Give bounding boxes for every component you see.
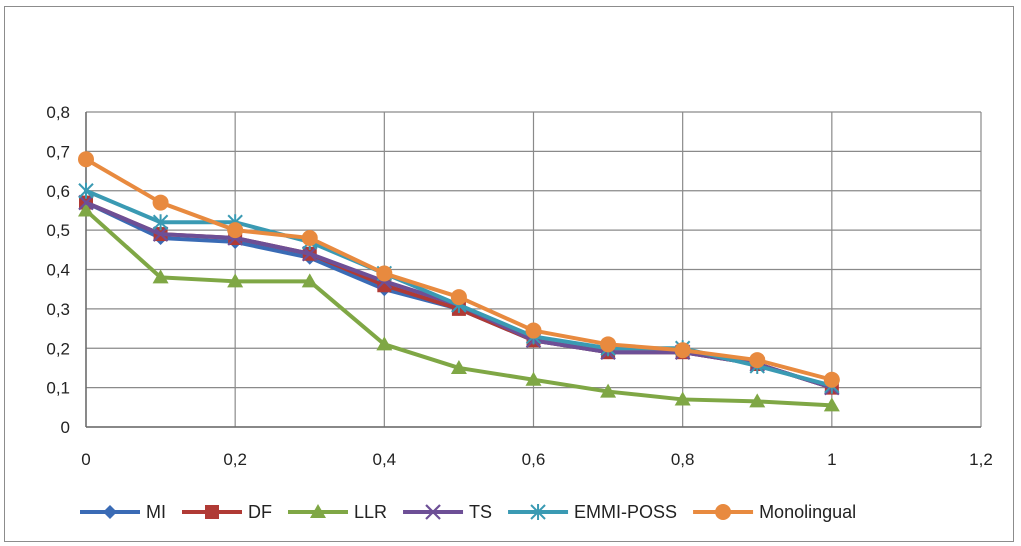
- x-tick-labels: 0 0,2 0,4 0,6 0,8 1 1,2: [81, 450, 993, 469]
- y-tick-label: 0,1: [46, 379, 70, 398]
- data-point-llr: [450, 359, 467, 374]
- data-point-monolingual: [674, 342, 691, 359]
- legend-marker-df: [205, 505, 219, 519]
- data-point-llr: [749, 393, 766, 408]
- y-tick-label: 0,8: [46, 103, 70, 122]
- data-point-monolingual: [749, 352, 766, 369]
- y-tick-label: 0,3: [46, 300, 70, 319]
- data-point-llr: [227, 273, 244, 288]
- y-tick-labels: 0 0,1 0,2 0,3 0,4 0,5 0,6 0,7 0,8: [46, 103, 70, 437]
- legend-item-monolingual: Monolingual: [693, 502, 856, 522]
- legend-marker-mi: [103, 505, 117, 519]
- y-tick-label: 0: [61, 418, 70, 437]
- legend-label: LLR: [354, 502, 387, 522]
- data-point-llr: [600, 383, 617, 398]
- y-tick-label: 0,7: [46, 142, 70, 161]
- x-tick-label: 1: [827, 450, 836, 469]
- data-point-llr: [674, 391, 691, 406]
- data-point-llr: [78, 202, 94, 217]
- legend-label: Monolingual: [759, 502, 856, 522]
- data-point-llr: [376, 336, 393, 351]
- data-point-monolingual: [600, 336, 617, 353]
- series-llr: [78, 202, 840, 412]
- legend: MI DF LLR TS EMMI-POSS Monolingual: [80, 502, 856, 522]
- series-monolingual: [78, 151, 840, 388]
- legend-item-llr: LLR: [288, 502, 387, 522]
- data-point-llr: [301, 273, 318, 288]
- chart-frame: [4, 6, 1014, 542]
- legend-label: DF: [248, 502, 272, 522]
- x-tick-label: 0,8: [671, 450, 695, 469]
- legend-marker-monolingual: [715, 504, 732, 520]
- data-point-monolingual: [227, 222, 244, 239]
- legend-item-mi: MI: [80, 502, 166, 522]
- legend-marker-emmi-poss: [530, 504, 546, 520]
- data-point-emmi-poss: [78, 182, 94, 199]
- legend-item-df: DF: [182, 502, 272, 522]
- legend-label: MI: [146, 502, 166, 522]
- data-point-emmi-poss: [152, 214, 169, 231]
- data-point-llr: [152, 269, 169, 284]
- y-tick-label: 0,5: [46, 221, 70, 240]
- legend-label: TS: [469, 502, 492, 522]
- data-point-ts: [78, 194, 94, 211]
- legend-item-emmi-poss: EMMI-POSS: [508, 502, 677, 522]
- data-point-llr: [525, 371, 542, 386]
- y-tick-label: 0,4: [46, 261, 70, 280]
- legend-marker-ts: [425, 504, 441, 520]
- data-point-monolingual: [450, 289, 467, 306]
- legend-marker-llr: [310, 504, 326, 518]
- data-point-monolingual: [301, 230, 318, 246]
- data-point-llr: [823, 397, 840, 412]
- data-point-monolingual: [823, 371, 840, 388]
- x-tick-label: 0,6: [522, 450, 546, 469]
- y-tick-label: 0,2: [46, 339, 70, 358]
- data-point-ts: [152, 226, 169, 242]
- legend-label: EMMI-POSS: [574, 502, 677, 522]
- data-point-monolingual: [78, 151, 94, 168]
- x-tick-label: 0,2: [223, 450, 247, 469]
- x-tick-label: 0: [81, 450, 90, 469]
- series-layer: [78, 151, 840, 412]
- data-point-monolingual: [152, 194, 169, 211]
- data-point-monolingual: [525, 322, 542, 339]
- x-tick-label: 1,2: [969, 450, 993, 469]
- x-tick-label: 0,4: [373, 450, 397, 469]
- data-point-ts: [301, 245, 318, 262]
- y-tick-label: 0,6: [46, 182, 70, 201]
- legend-item-ts: TS: [403, 502, 492, 522]
- data-point-monolingual: [376, 265, 393, 282]
